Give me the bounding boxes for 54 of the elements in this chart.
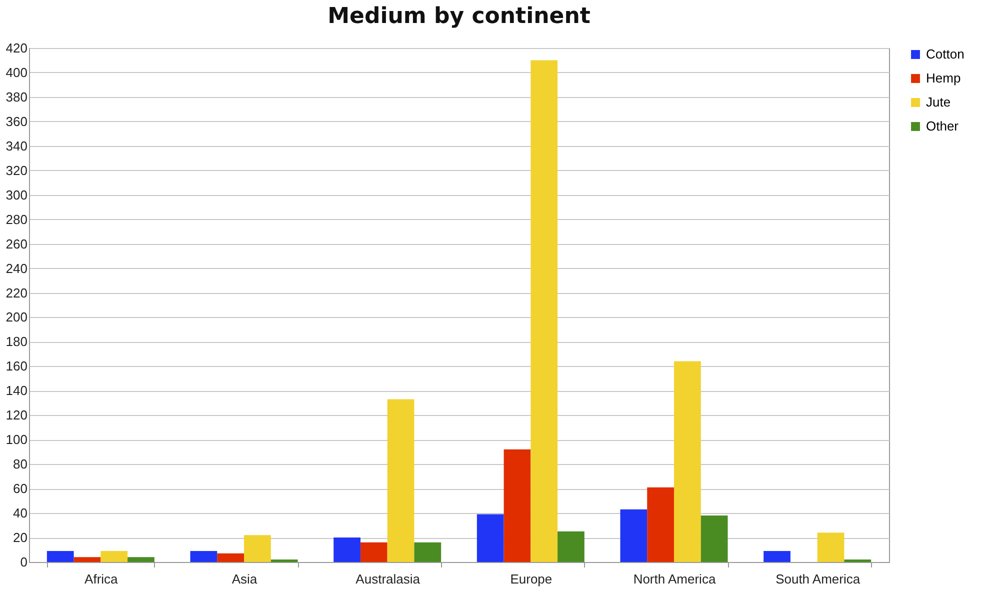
y-tick-label: 180 [6,334,28,350]
bar [387,399,414,562]
y-tick-label: 380 [6,89,28,104]
y-tick-label: 340 [6,138,28,154]
x-tick-label: Australasia [356,572,421,586]
y-tick-label: 400 [6,64,28,80]
legend-label: Cotton [926,46,964,62]
y-tick-label: 200 [6,310,28,325]
bar [46,550,74,562]
bar [476,514,504,562]
bar [128,557,154,562]
y-tick-label: 140 [6,383,28,398]
bar [100,550,128,562]
x-tick-label: Africa [84,572,119,586]
bar [647,487,674,562]
y-tick-label: 20 [13,530,28,546]
y-tick-label: 420 [6,40,28,56]
y-tick-label: 300 [6,187,28,202]
y-tick-label: 0 [20,554,28,570]
y-tick-label: 80 [13,456,28,472]
bar [360,542,388,562]
bar [217,553,244,562]
y-tick-label: 60 [13,481,28,496]
bar [334,538,360,562]
y-tick-label: 100 [6,432,28,448]
bar [414,542,442,562]
legend-label: Jute [926,94,951,110]
y-tick-label: 280 [6,212,28,227]
bar [190,550,218,562]
x-tick-label: South America [776,572,861,586]
x-tick-label: Asia [232,572,258,586]
legend-label: Other [926,118,960,134]
legend-label: Hemp [926,70,961,86]
bar [558,531,584,562]
y-tick-label: 240 [6,260,28,276]
y-tick-label: 160 [6,358,28,374]
bar [817,532,844,562]
y-tick-label: 40 [13,506,28,521]
bar [530,60,558,562]
x-tick-label: North America [633,572,716,586]
chart-title: Medium by continent [328,4,591,29]
bar [74,557,101,562]
bar [700,515,728,562]
y-tick-label: 260 [6,236,28,252]
y-tick-label: 360 [6,114,28,129]
y-tick-label: 120 [6,408,28,423]
bar [504,449,531,562]
bar [674,361,701,562]
x-tick-label: Europe [510,572,552,586]
y-tick-label: 320 [6,162,28,178]
bar [764,550,790,562]
y-tick-label: 220 [6,285,28,300]
bar [244,535,271,562]
bar [620,509,648,562]
